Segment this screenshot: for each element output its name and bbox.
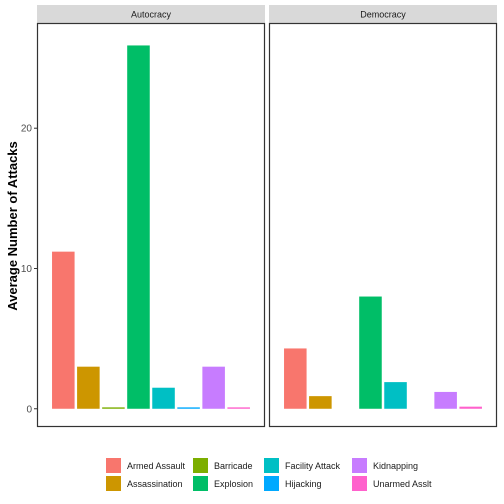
legend-key	[352, 458, 367, 473]
legend-item-armed-assault: Armed Assault	[106, 458, 186, 473]
panel-democracy: Democracy	[268, 5, 498, 428]
legend-label: Armed Assault	[127, 461, 186, 471]
legend-item-barricade: Barricade	[193, 458, 253, 473]
bar-autocracy-armed-assault	[52, 251, 75, 409]
legend-key	[264, 458, 279, 473]
bar-autocracy-hijacking	[177, 407, 200, 409]
facet-strip-label: Democracy	[360, 10, 406, 20]
bar-autocracy-explosion	[127, 45, 150, 409]
bar-democracy-unarmed-asslt	[459, 406, 482, 409]
legend-item-hijacking: Hijacking	[264, 476, 322, 491]
bar-democracy-armed-assault	[284, 348, 307, 409]
facet-strip-label: Autocracy	[131, 10, 172, 20]
bar-autocracy-unarmed-asslt	[227, 407, 250, 409]
legend-key	[106, 458, 121, 473]
bar-democracy-explosion	[359, 296, 382, 409]
panels: Autocracy Democracy	[36, 5, 498, 428]
legend-key	[264, 476, 279, 491]
legend-item-kidnapping: Kidnapping	[352, 458, 418, 473]
panel-autocracy: Autocracy	[36, 5, 266, 428]
legend-label: Assassination	[127, 479, 183, 489]
legend-key	[352, 476, 367, 491]
panel-border	[36, 22, 266, 428]
y-tick-label: 0	[26, 404, 32, 415]
bar-autocracy-kidnapping	[202, 366, 225, 409]
bar-autocracy-facility-attack	[152, 387, 175, 409]
legend: Armed Assault Assassination Barricade Explo…	[106, 458, 432, 491]
legend-key	[193, 458, 208, 473]
legend-label: Unarmed Asslt	[373, 479, 432, 489]
bar-democracy-kidnapping	[434, 391, 457, 409]
legend-label: Explosion	[214, 479, 253, 489]
legend-item-facility-attack: Facility Attack	[264, 458, 341, 473]
panel-border	[268, 22, 498, 428]
legend-key	[106, 476, 121, 491]
y-tick-label: 10	[21, 264, 33, 275]
legend-label: Facility Attack	[285, 461, 341, 471]
legend-label: Kidnapping	[373, 461, 418, 471]
y-axis-title: Average Number of Attacks	[5, 141, 20, 311]
legend-label: Barricade	[214, 461, 253, 471]
legend-item-unarmed-asslt: Unarmed Asslt	[352, 476, 432, 491]
y-tick-label: 20	[21, 124, 33, 135]
facet-strip	[269, 5, 497, 23]
bar-autocracy-assassination	[77, 366, 100, 409]
legend-key	[193, 476, 208, 491]
y-axis: 0 10 20	[21, 124, 37, 415]
bar-democracy-assassination	[309, 396, 332, 409]
bar-democracy-facility-attack	[384, 382, 407, 409]
bar-autocracy-barricade	[102, 407, 125, 409]
legend-item-assassination: Assassination	[106, 476, 183, 491]
legend-label: Hijacking	[285, 479, 322, 489]
facet-strip	[37, 5, 265, 23]
legend-item-explosion: Explosion	[193, 476, 253, 491]
